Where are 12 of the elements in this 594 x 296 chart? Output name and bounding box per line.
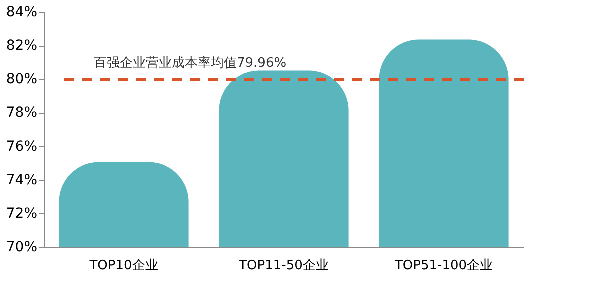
y-tick-label: 82% — [6, 38, 38, 54]
y-tick-label: 72% — [6, 206, 38, 222]
y-tick-label: 70% — [6, 240, 38, 256]
y-tick-label: 84% — [6, 4, 38, 20]
ref-line-label: 百强企业营业成本率均值79.96% — [94, 54, 287, 71]
y-tick-label: 80% — [6, 72, 38, 88]
y-tick-label: 76% — [6, 138, 38, 155]
x-tick-label: TOP10企业 — [88, 258, 158, 274]
y-tick-label: 74% — [6, 172, 38, 188]
x-tick-label: TOP11-50企业 — [238, 258, 329, 274]
x-tick-label: TOP51-100企业 — [394, 258, 494, 274]
y-tick-label: 78% — [6, 105, 38, 122]
